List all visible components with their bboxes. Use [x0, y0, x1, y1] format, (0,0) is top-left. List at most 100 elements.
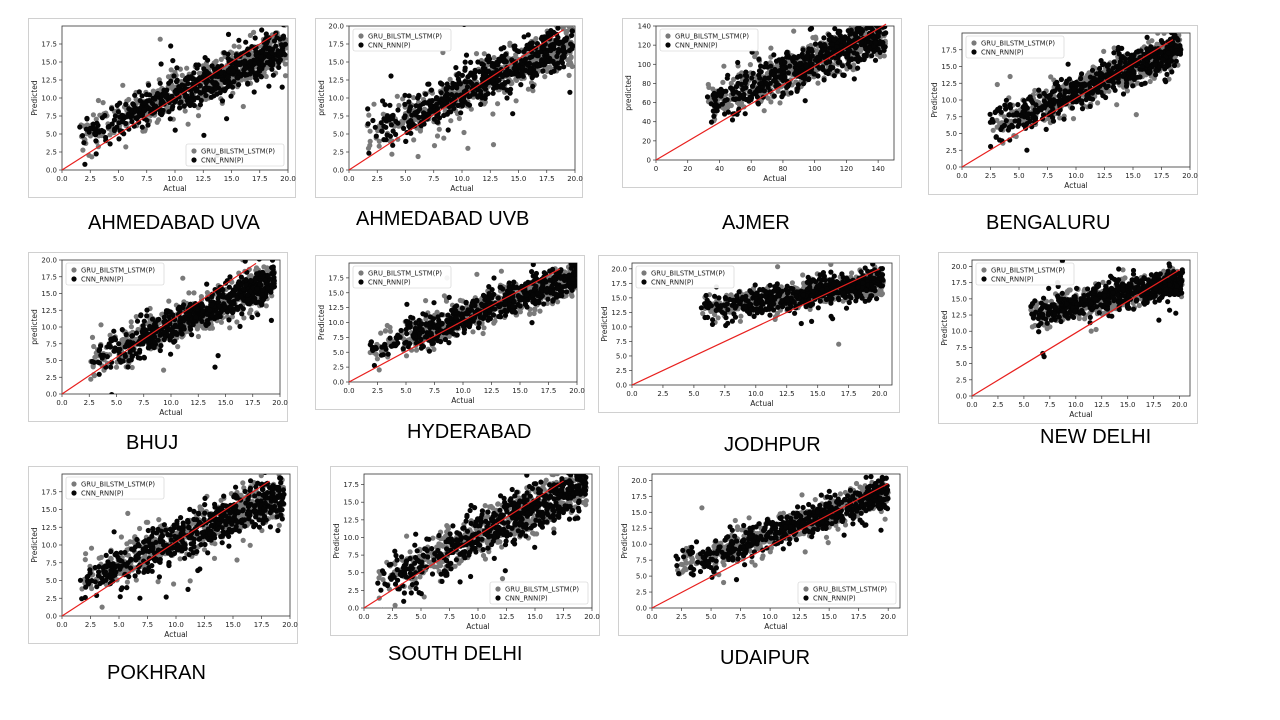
scatter-point [441, 135, 447, 141]
y-tick-label: 12.5 [41, 77, 57, 85]
scatter-point [567, 89, 573, 95]
scatter-point [831, 37, 837, 43]
scatter-point [502, 80, 508, 86]
x-tick-label: 12.5 [1097, 172, 1113, 180]
scatter-point [806, 76, 812, 82]
scatter-point [93, 138, 99, 144]
scatter-point [771, 93, 777, 99]
scatter-points [77, 26, 288, 167]
y-tick-label: 5.0 [46, 131, 57, 139]
scatter-point [812, 41, 819, 47]
scatter-point [561, 54, 567, 60]
x-tick-label: 17.5 [252, 175, 268, 183]
scatter-point [1045, 116, 1051, 122]
scatter-point [518, 82, 524, 88]
x-axis-label: Actual [763, 174, 787, 183]
scatter-point [142, 100, 148, 106]
y-tick-label: 17.5 [941, 46, 957, 54]
series-cnn-rnn [89, 260, 277, 394]
series-cnn-rnn [77, 26, 288, 167]
scatter-point [1087, 103, 1093, 109]
scatter-point [1152, 54, 1158, 61]
scatter-point [388, 73, 394, 79]
scatter-point [1003, 106, 1009, 112]
scatter-point [780, 65, 786, 71]
scatter-point [559, 60, 565, 66]
y-tick-label: 2.5 [946, 147, 957, 155]
scatter-point [568, 54, 574, 60]
scatter-point [563, 30, 569, 36]
scatter-point [1138, 48, 1144, 54]
x-tick-label: 2.5 [84, 399, 95, 407]
scatter-point [771, 78, 777, 84]
legend: GRU_BILSTM_LSTM(P)CNN_RNN(P) [352, 28, 452, 52]
scatter-point [499, 73, 506, 80]
scatter-point [804, 53, 810, 59]
scatter-point [723, 88, 729, 94]
scatter-point [811, 71, 817, 77]
scatter-point [278, 42, 284, 48]
reference-line [655, 23, 887, 161]
scatter-point [415, 153, 421, 160]
scatter-point [512, 43, 518, 49]
scatter-point [373, 133, 379, 139]
scatter-point [749, 75, 755, 81]
scatter-point [139, 124, 145, 130]
scatter-point [990, 119, 996, 125]
y-tick-label: 10.0 [941, 97, 957, 105]
scatter-point [853, 56, 859, 62]
scatter-point [1033, 102, 1039, 108]
scatter-point [205, 71, 211, 77]
scatter-point [394, 93, 400, 99]
scatter-point [511, 65, 517, 71]
scatter-point [870, 34, 876, 40]
scatter-point [464, 84, 471, 90]
scatter-point [519, 70, 525, 76]
scatter-point [141, 107, 147, 113]
scatter-point [435, 110, 441, 116]
scatter-point [463, 52, 470, 58]
scatter-point [851, 76, 857, 82]
scatter-point [548, 47, 554, 54]
scatter-point [543, 50, 549, 56]
scatter-point [768, 99, 774, 105]
scatter-point [144, 117, 150, 123]
scatter-point [195, 113, 202, 119]
y-tick-label: 0.0 [46, 391, 57, 399]
chart-caption: AHMEDABAD UVA [88, 212, 260, 234]
scatter-point [509, 70, 515, 76]
chart-panel-ajmer: 0 20 40 60 80 100 120 140 0 20 40 60 80 100 120 140 Actu… [622, 18, 902, 188]
scatter-point [1001, 122, 1007, 128]
legend-marker [971, 49, 977, 55]
y-tick-label: 20.0 [328, 23, 344, 31]
scatter-point [834, 44, 840, 50]
scatter-point [882, 11, 887, 16]
y-tick-label: 10.0 [328, 95, 344, 103]
scatter-point [243, 39, 249, 45]
scatter-point [93, 151, 99, 157]
scatter-point [370, 117, 376, 124]
scatter-point [445, 91, 451, 97]
legend-entry: CNN_RNN(P) [675, 41, 718, 49]
scatter-point [765, 84, 771, 90]
scatter-point [1090, 96, 1096, 102]
scatter-point [1153, 72, 1159, 78]
scatter-point [403, 138, 409, 144]
scatter-point [712, 97, 718, 103]
scatter-point [1106, 67, 1112, 73]
scatter-point [225, 31, 232, 37]
scatter-point [252, 35, 258, 41]
scatter-point [1116, 63, 1122, 69]
scatter-point [181, 103, 187, 109]
scatter-point [126, 96, 132, 103]
scatter-point [775, 88, 781, 94]
scatter-point [814, 48, 820, 54]
scatter-point [1007, 102, 1013, 108]
scatter-point [366, 150, 372, 156]
scatter-point [1160, 57, 1166, 63]
scatter-point [1153, 67, 1159, 73]
x-tick-label: 0 [654, 165, 658, 173]
y-axis-label: predicted [317, 80, 326, 116]
x-tick-label: 17.5 [1154, 172, 1170, 180]
legend-entry: GRU_BILSTM_LSTM(P) [201, 147, 275, 155]
